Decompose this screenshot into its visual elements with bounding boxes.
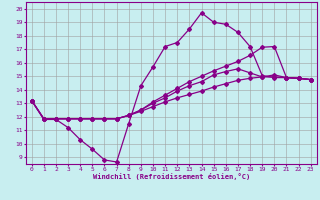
X-axis label: Windchill (Refroidissement éolien,°C): Windchill (Refroidissement éolien,°C) (92, 173, 250, 180)
